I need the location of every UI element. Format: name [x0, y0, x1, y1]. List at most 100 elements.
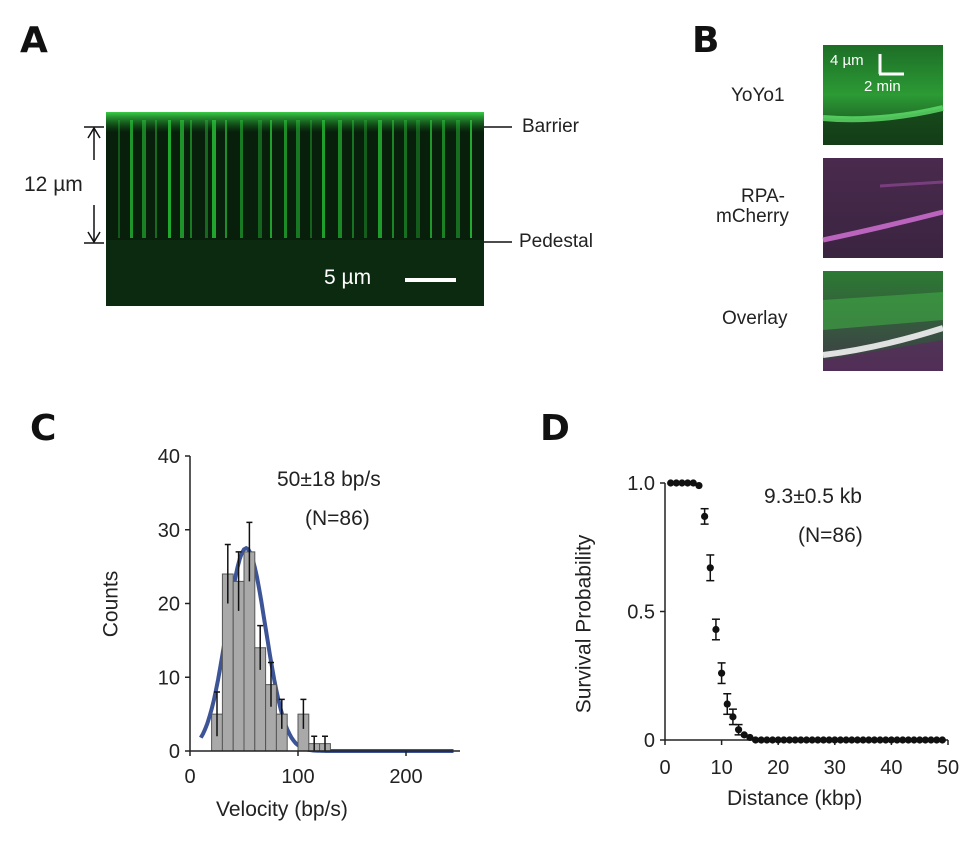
dna-strand: [352, 120, 354, 238]
data-point: [723, 700, 731, 708]
pedestal-label: Pedestal: [519, 231, 593, 252]
data-point: [921, 736, 929, 744]
row-label-rpa-line1: RPA-: [741, 186, 785, 207]
data-point: [887, 736, 895, 744]
dna-strand: [168, 120, 171, 238]
x-tick-label: 0: [184, 766, 195, 788]
barrier-label: Barrier: [522, 116, 580, 137]
data-point: [938, 736, 946, 744]
dna-strand: [205, 120, 208, 238]
data-point: [910, 736, 918, 744]
dna-strand: [364, 120, 367, 238]
dna-strand: [456, 120, 460, 238]
data-point: [695, 481, 703, 490]
y-tick-label: 0: [644, 730, 655, 752]
row-label-rpa-line2: mCherry: [716, 206, 789, 227]
dna-strand: [338, 120, 342, 238]
yoyo1-trace: [822, 105, 944, 123]
survival-plot: 0 10 20 30 40 50 0 0.5 1.0: [627, 473, 959, 779]
data-point: [678, 479, 686, 487]
dna-strand: [470, 120, 472, 238]
data-point: [916, 736, 924, 744]
dna-strand: [378, 120, 382, 238]
panel-a-figure: [84, 112, 512, 306]
height-label: 12 µm: [24, 173, 83, 196]
dna-strand: [190, 120, 192, 238]
y-tick-label: 40: [158, 446, 180, 468]
data-point: [904, 736, 912, 744]
panel-letter-d: D: [540, 408, 570, 449]
survival-annotation-n: (N=86): [798, 524, 863, 547]
data-point: [797, 736, 805, 744]
dna-strand: [118, 120, 120, 238]
velocity-xlabel: Velocity (bp/s): [216, 798, 348, 821]
dna-strand: [225, 120, 227, 238]
data-point: [893, 736, 901, 744]
dna-strand: [142, 120, 146, 238]
data-point: [718, 669, 726, 677]
data-point: [763, 736, 771, 744]
dna-strand: [322, 120, 325, 238]
x-tick-label: 100: [281, 766, 314, 788]
data-point: [870, 736, 879, 744]
y-tick-label: 30: [158, 520, 180, 542]
data-point: [684, 479, 692, 487]
dna-strand: [284, 120, 287, 238]
data-point: [865, 736, 873, 744]
panel-letter-a: A: [20, 20, 48, 61]
data-point: [825, 736, 833, 744]
data-point: [672, 479, 680, 487]
dna-strand: [270, 120, 272, 238]
velocity-histogram: 0 100 200 0 10 20 30 40: [158, 446, 460, 788]
kymo-scale-time: 2 min: [864, 78, 901, 95]
data-point: [768, 736, 777, 744]
dna-strand: [442, 120, 445, 238]
dna-strand: [212, 120, 216, 238]
data-point: [746, 733, 754, 742]
velocity-ylabel: Counts: [99, 570, 123, 638]
dna-strand: [258, 120, 262, 238]
row-label-yoyo1: YoYo1: [731, 85, 785, 106]
x-tick-label: 30: [824, 757, 846, 779]
overlay-green-band: [823, 292, 943, 330]
data-point: [785, 736, 794, 744]
x-tick-label: 10: [710, 757, 732, 779]
data-point: [836, 736, 845, 744]
y-tick-label: 10: [158, 667, 180, 689]
dna-strand: [180, 120, 184, 238]
data-point: [882, 736, 890, 744]
rpa-trace: [822, 209, 944, 243]
data-point: [819, 736, 828, 744]
panel-letter-b: B: [692, 20, 720, 61]
x-tick-label: 20: [767, 757, 789, 779]
panel-b-figure: [822, 45, 944, 371]
dna-strand: [240, 120, 243, 238]
data-point: [734, 726, 743, 734]
barrier-glow: [106, 112, 484, 132]
data-point: [774, 736, 782, 744]
dna-strand: [310, 120, 312, 238]
data-point: [831, 736, 839, 744]
overlay-trace: [822, 325, 944, 358]
data-point: [927, 736, 935, 744]
data-point: [933, 736, 941, 744]
data-point: [791, 736, 799, 744]
x-tick-label: 0: [659, 757, 670, 779]
data-point: [859, 736, 867, 744]
survival-annotation-mean: 9.3±0.5 kb: [764, 485, 862, 508]
y-tick-label: 0: [169, 741, 180, 763]
data-point: [814, 736, 822, 744]
data-point: [899, 736, 907, 744]
y-tick-label: 1.0: [627, 473, 655, 495]
survival-ylabel: Survival Probability: [572, 534, 596, 714]
kymograph-rpa: [823, 158, 943, 258]
data-point: [780, 736, 788, 744]
dna-strand: [296, 120, 300, 238]
kymo-scale-distance: 4 µm: [830, 52, 864, 69]
y-tick-label: 0.5: [627, 602, 655, 624]
data-point: [729, 713, 737, 721]
data-point: [808, 736, 816, 744]
data-point: [853, 736, 862, 744]
data-point: [802, 736, 811, 744]
data-point: [751, 736, 760, 744]
